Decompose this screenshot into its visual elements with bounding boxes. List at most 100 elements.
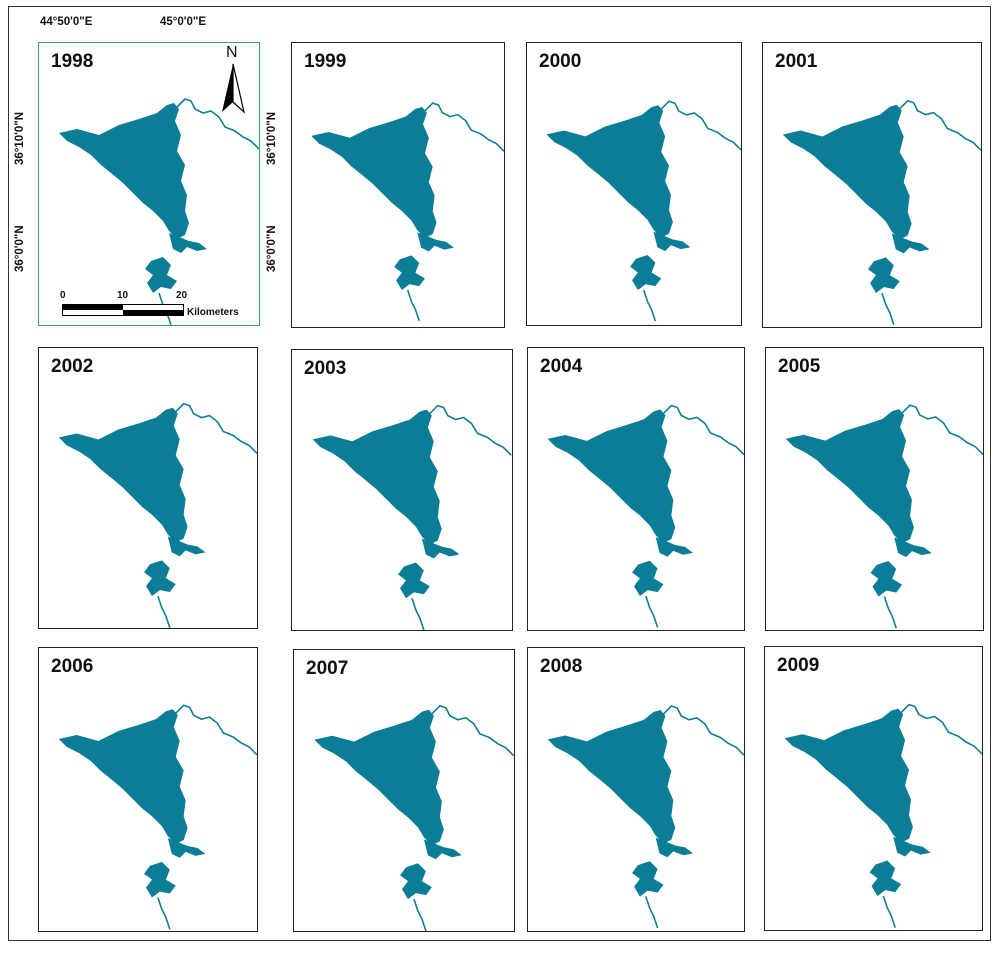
lake-map [784, 703, 982, 928]
river-south [881, 292, 895, 325]
lake-arm [655, 837, 693, 858]
river-northeast [175, 402, 257, 454]
lake-body [782, 104, 912, 240]
lake-south-basin [145, 257, 177, 293]
scale-tick-20: 20 [176, 290, 188, 301]
river-south [645, 595, 659, 628]
map-panel-2006: 2006 [38, 647, 258, 932]
lake-map [58, 402, 257, 628]
longitude-label-1: 44°50'0"E [40, 16, 93, 28]
lake-arm [894, 537, 932, 558]
lake-map [546, 100, 741, 322]
map-panel-2008: 2008 [527, 647, 745, 932]
panel-year: 1998 [51, 51, 94, 72]
river-northeast [899, 99, 981, 151]
latitude-label-1: 36°10'0"N [14, 111, 26, 165]
lake-map [547, 705, 744, 929]
lake-body [314, 709, 444, 846]
map-panel-2009: 2009 [764, 646, 983, 931]
panel-year: 2003 [304, 358, 347, 379]
lake-south-basin [632, 861, 664, 897]
lake-south-basin [394, 255, 425, 291]
map-panel-2003: 2003 [291, 349, 513, 631]
lake-map [312, 404, 512, 630]
lake-arm [653, 231, 691, 252]
map-panel-2007: 2007 [293, 649, 515, 932]
river-south [642, 289, 657, 322]
panel-year: 2002 [51, 356, 94, 377]
scale-tick-10: 10 [117, 290, 129, 301]
river-northeast [662, 705, 744, 756]
scale-tick-0: 0 [60, 290, 66, 301]
panel-year: 2008 [540, 656, 583, 677]
map-panel-2005: 2005 [765, 347, 984, 631]
map-panel-1999: 1999 [291, 42, 505, 328]
lake-arm [169, 233, 207, 253]
river-northeast [424, 102, 504, 152]
lake-body [785, 409, 914, 544]
lake-body [547, 409, 676, 543]
river-northeast [175, 704, 257, 756]
lake-south-basin [144, 861, 176, 898]
scale-bar-graphic-lower [62, 310, 184, 316]
lake-south-basin [869, 860, 902, 897]
lake-body [59, 103, 189, 239]
lake-arm [891, 233, 930, 254]
lake-arm [167, 838, 206, 858]
lake-south-basin [398, 562, 430, 599]
lake-body [58, 709, 188, 844]
panel-year: 2009 [777, 655, 820, 676]
latitude-label-2-repeat: 36°0'0"N [266, 225, 278, 272]
panel-year: 2001 [775, 51, 818, 72]
lake-arm [167, 536, 206, 557]
map-panel-2000: 2000 [526, 42, 742, 326]
lake-map [58, 704, 257, 930]
lake-map [782, 99, 981, 325]
panel-year: 1999 [304, 51, 347, 72]
panel-year: 2000 [539, 51, 582, 72]
longitude-label-2: 45°0'0"E [160, 16, 207, 28]
panel-year: 2005 [778, 356, 821, 377]
lake-map [311, 102, 504, 322]
river-south [882, 895, 896, 928]
lake-body [58, 407, 188, 543]
lake-map [314, 704, 514, 931]
river-south [406, 289, 420, 322]
north-arrow: N [218, 44, 248, 118]
lake-body [312, 409, 442, 545]
river-northeast [662, 404, 744, 456]
lake-south-basin [870, 561, 903, 597]
latitude-label-2: 36°0'0"N [14, 225, 26, 272]
river-south [413, 898, 427, 931]
river-northeast [431, 704, 514, 757]
river-south [883, 596, 897, 629]
map-panel-1998: 1998 [38, 42, 260, 326]
lake-south-basin [630, 255, 662, 291]
lake-map [59, 98, 259, 325]
lake-arm [893, 836, 931, 857]
lake-body [784, 708, 913, 843]
river-northeast [900, 703, 982, 755]
figure-frame [8, 6, 991, 941]
panel-year: 2004 [540, 356, 583, 377]
river-northeast [429, 404, 512, 456]
river-northeast [176, 98, 259, 150]
lake-south-basin [400, 863, 432, 900]
lake-body [311, 106, 437, 238]
lake-body [546, 105, 673, 238]
river-south [645, 896, 659, 929]
panel-year: 2007 [306, 658, 349, 679]
scale-unit-label: Kilometers [187, 307, 239, 318]
lake-map [547, 404, 744, 628]
north-arrow-icon [222, 63, 246, 114]
river-south [157, 897, 171, 930]
river-south [411, 597, 425, 630]
lake-south-basin [868, 257, 900, 294]
panel-year: 2006 [51, 656, 94, 677]
lake-body [547, 709, 676, 844]
lake-arm [421, 538, 460, 559]
lake-arm [655, 537, 693, 557]
map-panel-2004: 2004 [527, 347, 745, 631]
lake-south-basin [632, 560, 664, 597]
map-panel-2001: 2001 [762, 42, 982, 328]
